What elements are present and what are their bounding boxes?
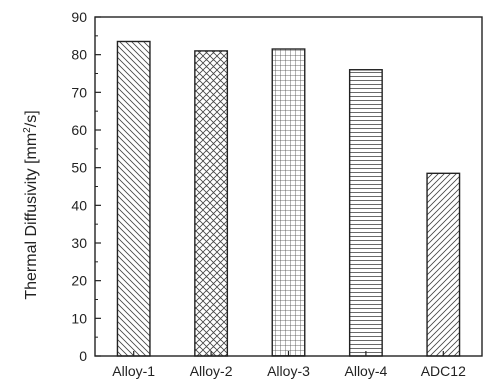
y-ticks-layer: 0 10 20 30 40 50 60 70 80 90 bbox=[71, 9, 101, 364]
y-tick-label-30: 30 bbox=[71, 235, 87, 251]
y-tick-label-90: 90 bbox=[71, 9, 87, 25]
y-tick-label-80: 80 bbox=[71, 47, 87, 63]
bars-layer bbox=[116, 40, 461, 357]
x-tick-label-alloy-3: Alloy-3 bbox=[267, 363, 310, 379]
x-tick-label-alloy-4: Alloy-4 bbox=[345, 363, 388, 379]
x-labels-layer: Alloy-1 Alloy-2 Alloy-3 Alloy-4 ADC12 bbox=[112, 351, 466, 379]
y-tick-label-50: 50 bbox=[71, 160, 87, 176]
bar-adc12 bbox=[426, 172, 461, 357]
bar-alloy-2 bbox=[194, 50, 229, 357]
y-tick-label-20: 20 bbox=[71, 273, 87, 289]
y-axis-label-main: Thermal Diffusivity [mm bbox=[23, 133, 40, 300]
y-tick-label-0: 0 bbox=[79, 348, 87, 364]
x-tick-label-adc12: ADC12 bbox=[421, 363, 466, 379]
y-tick-label-60: 60 bbox=[71, 122, 87, 138]
x-tick-label-alloy-2: Alloy-2 bbox=[190, 363, 233, 379]
svg-text:Thermal Diffusivity [mm2/s]: Thermal Diffusivity [mm2/s] bbox=[22, 110, 40, 299]
bar-alloy-4 bbox=[348, 69, 383, 357]
y-axis-label-unit: /s] bbox=[23, 110, 40, 127]
x-tick-label-alloy-1: Alloy-1 bbox=[112, 363, 155, 379]
plot-frame bbox=[94, 16, 483, 357]
bar-alloy-3 bbox=[271, 48, 306, 357]
y-tick-label-70: 70 bbox=[71, 84, 87, 100]
bar-alloy-1 bbox=[116, 40, 151, 357]
y-tick-label-40: 40 bbox=[71, 197, 87, 213]
y-tick-label-10: 10 bbox=[71, 310, 87, 326]
y-axis-label-superscript: 2 bbox=[22, 127, 33, 133]
y-axis-label: Thermal Diffusivity [mm2/s] bbox=[22, 110, 40, 299]
